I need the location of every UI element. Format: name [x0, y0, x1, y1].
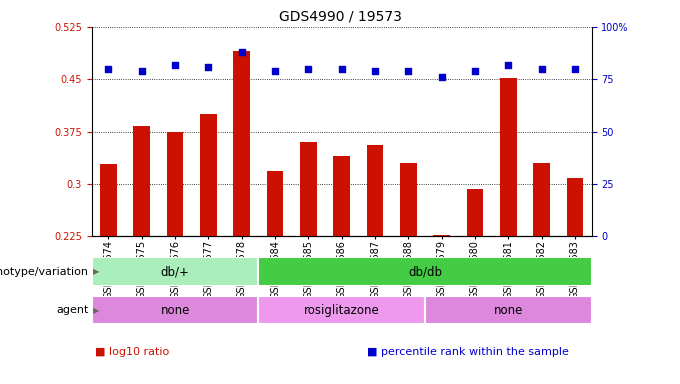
Point	[403, 68, 413, 74]
Bar	[167, 132, 184, 236]
Point	[303, 66, 314, 72]
Bar	[92, 257, 258, 286]
Bar	[500, 78, 517, 236]
Bar	[258, 257, 592, 286]
Point	[469, 68, 480, 74]
Text: genotype/variation: genotype/variation	[0, 266, 88, 277]
Bar	[466, 189, 483, 236]
Bar	[92, 296, 258, 324]
Point	[437, 74, 447, 80]
Text: ▶: ▶	[93, 306, 100, 314]
Text: db/db: db/db	[408, 265, 442, 278]
Text: ▶: ▶	[93, 267, 100, 276]
Bar	[400, 163, 417, 236]
Bar	[433, 235, 450, 236]
Text: GDS4990 / 19573: GDS4990 / 19573	[279, 10, 401, 23]
Text: ■ log10 ratio: ■ log10 ratio	[95, 347, 169, 357]
Text: none: none	[494, 304, 523, 316]
Text: rosiglitazone: rosiglitazone	[304, 304, 379, 316]
Bar	[267, 171, 284, 236]
Point	[103, 66, 114, 72]
Bar	[566, 178, 583, 236]
Text: ■ percentile rank within the sample: ■ percentile rank within the sample	[367, 347, 569, 357]
Bar	[333, 156, 350, 236]
Point	[536, 66, 547, 72]
Text: db/+: db/+	[160, 265, 190, 278]
Point	[203, 64, 214, 70]
Bar	[233, 51, 250, 236]
Bar	[258, 296, 425, 324]
Bar	[425, 296, 592, 324]
Point	[570, 66, 581, 72]
Bar	[200, 114, 217, 236]
Text: none: none	[160, 304, 190, 316]
Bar	[300, 142, 317, 236]
Point	[237, 49, 248, 55]
Point	[170, 61, 181, 68]
Point	[370, 68, 381, 74]
Bar	[367, 146, 384, 236]
Point	[136, 68, 147, 74]
Bar	[533, 163, 550, 236]
Point	[503, 61, 514, 68]
Bar	[100, 164, 117, 236]
Text: agent: agent	[56, 305, 88, 315]
Point	[337, 66, 347, 72]
Bar	[133, 126, 150, 236]
Point	[269, 68, 280, 74]
